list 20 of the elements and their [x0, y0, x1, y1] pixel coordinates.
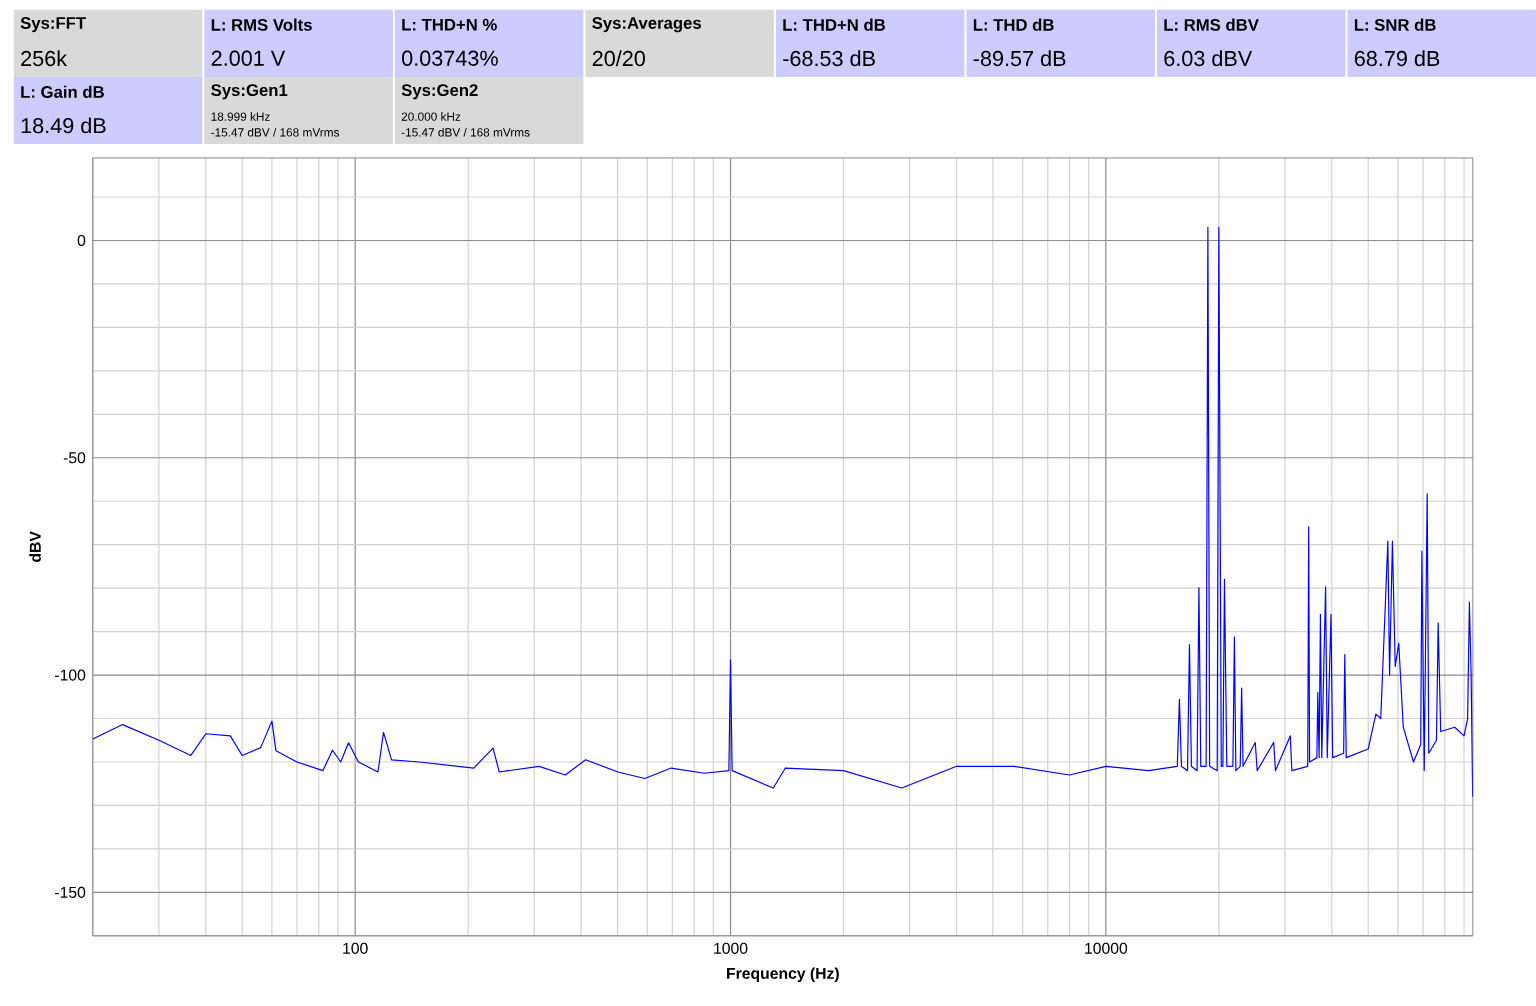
- text: -68.53 dB: [783, 49, 875, 66]
- category-label: Sys:Averages: [592, 16, 701, 32]
- category-label: L: RMS dBV: [1164, 18, 1259, 31]
- category-label: L: THD+N %: [402, 18, 497, 31]
- category-label: Sys:Gen2: [401, 83, 478, 99]
- category-label: L: RMS Volts: [211, 18, 312, 31]
- text: 2.001 V: [211, 50, 286, 66]
- category-label: L: SNR dB: [1354, 18, 1436, 31]
- category-label: L: THD+N dB: [783, 18, 886, 31]
- text: 6.03 dBV: [1164, 49, 1253, 66]
- text: 0.03743%: [402, 50, 498, 66]
- text: -89.57 dB: [973, 49, 1066, 66]
- text: 68.79 dB: [1354, 49, 1440, 66]
- category-label: Sys:Gen1: [211, 83, 288, 99]
- text: 18.49 dB: [21, 116, 106, 133]
- text: 256k: [21, 49, 68, 66]
- category-label: L: Gain dB: [21, 85, 104, 98]
- text: 20/20: [592, 49, 645, 66]
- category-label: Sys:FFT: [20, 16, 86, 32]
- category-label: L: THD dB: [973, 18, 1054, 31]
